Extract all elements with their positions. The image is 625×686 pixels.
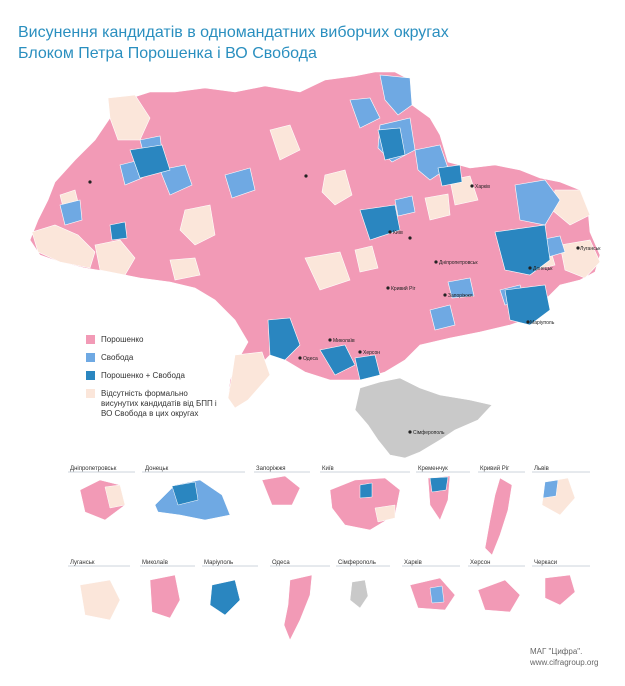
city-dot-mariupol — [526, 320, 530, 324]
city-label-kharkiv: Харків — [475, 184, 490, 190]
inset-map-mykolaiv — [149, 574, 181, 619]
inset-map-dnipro-none — [104, 484, 126, 509]
city-dot-kryvyi-rih — [386, 286, 390, 290]
inset-map-cherkasy — [544, 574, 576, 606]
inset-label-kharkiv: Харків — [404, 560, 422, 566]
city-label-kherson: Херсон — [363, 350, 380, 356]
city-label-odesa: Одеса — [303, 356, 318, 362]
city-dot-kremenchuk — [408, 236, 412, 240]
legend-swatch-svoboda — [86, 353, 95, 362]
inset-map-odesa — [283, 574, 313, 641]
inset-label-odesa: Одеса — [272, 560, 290, 566]
city-dot-kherson — [358, 350, 362, 354]
city-dot-kharkiv — [470, 184, 474, 188]
title-line-2: Блоком Петра Порошенка і ВО Свобода — [18, 45, 317, 62]
city-label-mykolaiv: Миколаїв — [333, 338, 355, 344]
insets — [68, 471, 590, 567]
inset-label-mariupol: Маріуполь — [204, 560, 233, 566]
inset-label-zaporizhzhia: Запоріжжя — [256, 466, 286, 472]
city-dot-donetsk — [528, 266, 532, 270]
legend-item-svoboda: Свобода — [86, 353, 236, 363]
inset-label-dnipro: Дніпропетровськ — [70, 466, 117, 472]
city-label-luhansk: Луганськ — [580, 246, 601, 252]
city-label-kyiv: Київ — [393, 230, 403, 236]
inset-map-kryvyi-rih — [484, 477, 513, 556]
inset-label-kremenchuk: Кременчук — [418, 466, 448, 472]
legend-swatch-both — [86, 371, 95, 380]
inset-map-kherson — [477, 579, 521, 613]
inset-shapes-row1 — [79, 475, 576, 556]
inset-label-donetsk: Донецьк — [145, 466, 169, 472]
crimea-region — [354, 377, 493, 459]
credit-line-1: МАГ "Цифра". — [530, 647, 583, 656]
inset-label-lviv: Львів — [534, 466, 549, 472]
city-label-dnipro: Дніпропетровськ — [439, 260, 478, 266]
city-dot-kyiv — [388, 230, 392, 234]
city-dot-kyiv-main — [304, 174, 308, 178]
title-line-1: Висунення кандидатів в одномандатних виб… — [18, 24, 449, 41]
inset-label-simferopol: Сімферополь — [338, 560, 376, 566]
inset-map-donetsk-both — [171, 481, 199, 506]
city-dot-odesa — [298, 356, 302, 360]
none-regions — [31, 94, 601, 409]
city-markers: Київ Харків Дніпропетровськ Донецьк Луга… — [88, 174, 601, 436]
legend-label-both: Порошенко + Свобода — [101, 371, 185, 380]
legend-item-none: Відсутність формально висунутих кандидат… — [86, 389, 236, 419]
legend-item-both: Порошенко + Свобода — [86, 371, 236, 381]
inset-map-zaporizhzhia — [261, 475, 301, 506]
inset-map-kharkiv-svoboda — [429, 585, 445, 604]
inset-labels: Дніпропетровськ Донецьк Запоріжжя Київ К… — [70, 465, 557, 566]
both-regions — [109, 127, 551, 381]
city-label-zaporizhzhia: Запоріжжя — [448, 293, 473, 299]
inset-map-luhansk — [79, 579, 121, 621]
credit-line-2: www.cifragroup.org — [530, 658, 599, 667]
inset-map-kyiv-none — [374, 504, 396, 523]
inset-map-simferopol — [349, 579, 369, 609]
inset-map-lviv-svoboda — [542, 479, 559, 499]
city-label-mariupol: Маріуполь — [530, 320, 555, 326]
legend: Порошенко Свобода Порошенко + Свобода Ві… — [86, 335, 236, 427]
city-label-kryvyi-rih: Кривий Ріг — [391, 285, 416, 292]
city-dot-lviv — [88, 180, 92, 184]
city-dot-mykolaiv — [328, 338, 332, 342]
legend-swatch-poroshenko — [86, 335, 95, 344]
city-label-simferopol: Сімферополь — [413, 430, 445, 436]
legend-label-poroshenko: Порошенко — [101, 335, 144, 344]
inset-label-cherkasy: Черкаси — [534, 560, 557, 566]
credit: МАГ "Цифра". www.cifragroup.org — [530, 646, 598, 668]
city-dot-dnipro — [434, 260, 438, 264]
inset-map-mariupol — [209, 579, 241, 616]
legend-label-svoboda: Свобода — [101, 353, 134, 362]
inset-shapes-row2 — [79, 574, 576, 641]
city-label-donetsk: Донецьк — [533, 266, 553, 272]
city-dot-simferopol — [408, 430, 412, 434]
inset-label-kyiv: Київ — [322, 466, 334, 472]
city-dot-luhansk — [576, 246, 580, 250]
legend-item-poroshenko: Порошенко — [86, 335, 236, 345]
city-dot-zaporizhzhia — [443, 293, 447, 297]
inset-label-mykolaiv: Миколаїв — [142, 560, 168, 566]
inset-label-luhansk: Луганськ — [70, 560, 95, 566]
map-title: Висунення кандидатів в одномандатних виб… — [18, 22, 608, 64]
inset-map-kremenchuk-both — [429, 476, 449, 493]
inset-label-kryvyi-rih: Кривий Ріг — [480, 465, 510, 472]
inset-map-kyiv-both — [359, 482, 373, 499]
legend-label-none: Відсутність формально висунутих кандидат… — [101, 389, 217, 418]
inset-label-kherson: Херсон — [470, 560, 490, 566]
legend-swatch-none — [86, 389, 95, 398]
